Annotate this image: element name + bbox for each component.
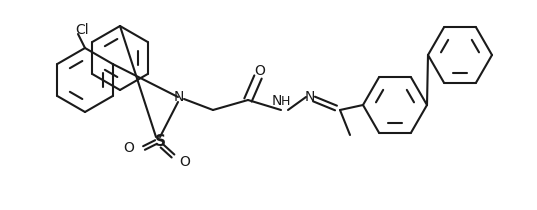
Text: O: O [123, 141, 134, 155]
Text: N: N [272, 94, 282, 108]
Text: N: N [305, 90, 315, 104]
Text: Cl: Cl [75, 23, 89, 37]
Text: O: O [179, 155, 190, 169]
Text: O: O [255, 64, 265, 78]
Text: N: N [174, 90, 184, 104]
Text: H: H [280, 95, 289, 108]
Text: S: S [155, 134, 165, 150]
